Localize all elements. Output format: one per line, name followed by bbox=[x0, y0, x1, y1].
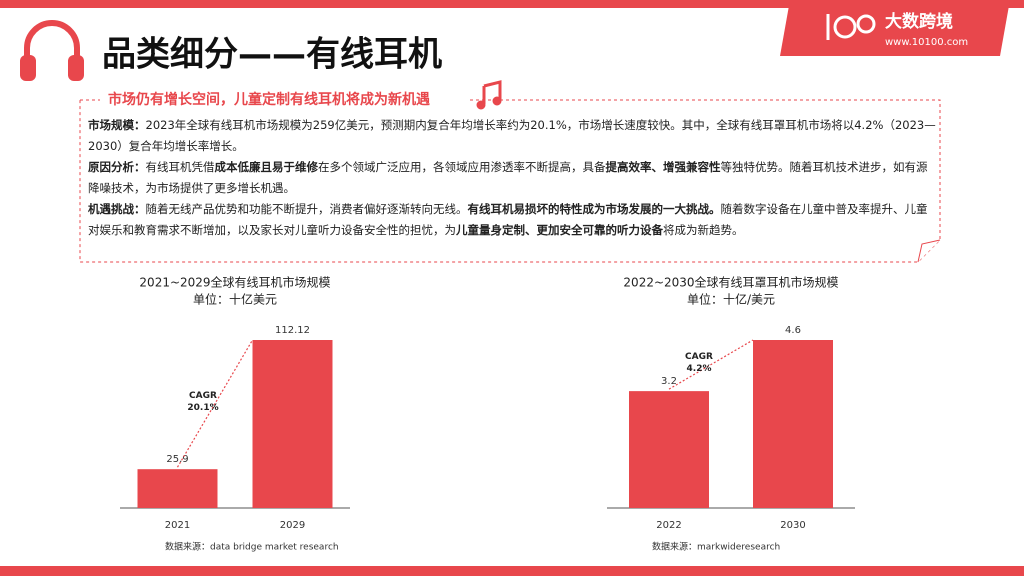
value-label: 112.12 bbox=[275, 325, 310, 336]
bottom-strip bbox=[0, 566, 1024, 576]
chart-title: 2022~2030全球有线耳罩耳机市场规模 bbox=[623, 275, 838, 290]
bar bbox=[137, 469, 218, 508]
top-strip bbox=[0, 0, 1024, 8]
annotation: 4.2% bbox=[687, 364, 712, 374]
brand-banner bbox=[780, 0, 1010, 56]
text-run: 在多个领域广泛应用，各领域应用渗透率不断提高，具备 bbox=[318, 160, 606, 174]
text-run: 有线耳机凭借 bbox=[145, 160, 215, 174]
callout-heading: 市场仍有增长空间，儿童定制有线耳机将成为新机遇 bbox=[108, 91, 430, 108]
page-title: 品类细分——有线耳机 bbox=[102, 35, 442, 75]
text-run: 随着无线产品优势和功能不断提升，消费者偏好逐渐转向无线。 bbox=[145, 202, 468, 216]
text-run: 成本低廉且易于维修 bbox=[214, 160, 319, 174]
annotation: CAGR bbox=[189, 391, 217, 401]
trend-line bbox=[668, 339, 754, 390]
brand-logo bbox=[826, 14, 876, 40]
brand-name: 大数跨境 bbox=[885, 11, 953, 32]
text-run: 2023年全球有线耳机市场规模为259亿美元，预测期内复合年均增长率约为20.1… bbox=[88, 118, 936, 153]
text-run: 市场规模： bbox=[88, 118, 146, 132]
annotation: CAGR bbox=[685, 352, 713, 362]
paragraph: 原因分析：有线耳机凭借成本低廉且易于维修在多个领域广泛应用，各领域应用渗透率不断… bbox=[88, 157, 936, 199]
brand-site: www.10100.com bbox=[885, 37, 968, 48]
text-run: 机遇挑战： bbox=[88, 202, 146, 216]
value-label: 4.6 bbox=[785, 325, 801, 336]
bar bbox=[629, 391, 709, 508]
value-label: 3.2 bbox=[661, 376, 677, 387]
headphone-icon bbox=[20, 20, 84, 81]
text-run: 有线耳机易损坏的特性成为市场发展的一大挑战。 bbox=[467, 202, 721, 216]
bar bbox=[753, 340, 833, 508]
x-tick-label: 2021 bbox=[165, 520, 190, 531]
chart-subtitle: 单位：十亿/美元 bbox=[687, 292, 775, 307]
bar bbox=[252, 340, 333, 508]
x-tick-label: 2030 bbox=[780, 520, 805, 531]
text-run: 原因分析： bbox=[88, 160, 146, 174]
x-tick-label: 2022 bbox=[656, 520, 681, 531]
callout-body: 市场规模：2023年全球有线耳机市场规模为259亿美元，预测期内复合年均增长率约… bbox=[88, 115, 936, 241]
source-note: 数据来源：markwideresearch bbox=[652, 541, 780, 553]
source-note: 数据来源：data bridge market research bbox=[165, 541, 339, 553]
trend-line bbox=[176, 339, 254, 468]
text-run: 提高效率、增强兼容性 bbox=[605, 160, 721, 174]
annotation: 20.1% bbox=[187, 403, 218, 413]
heading-bg bbox=[100, 90, 470, 110]
text-run: 随着数字设备在儿童中普及率提升、儿童对娱乐和教育需求不断增加，以及家长对儿童听力… bbox=[88, 202, 928, 237]
text-run: 将成为新趋势。 bbox=[663, 223, 744, 237]
text-run: 儿童量身定制、更加安全可靠的听力设备 bbox=[456, 223, 663, 237]
text-run: 等独特优势。随着耳机技术进步，如有源降噪技术，为市场提供了更多增长机遇。 bbox=[88, 160, 928, 195]
value-label: 25.9 bbox=[166, 454, 188, 465]
x-tick-label: 2029 bbox=[280, 520, 305, 531]
chart-title: 2021~2029全球有线耳机市场规模 bbox=[139, 275, 330, 290]
callout-fold bbox=[917, 239, 941, 263]
paragraph: 市场规模：2023年全球有线耳机市场规模为259亿美元，预测期内复合年均增长率约… bbox=[88, 115, 936, 157]
music-icon bbox=[476, 80, 502, 110]
chart-subtitle: 单位：十亿美元 bbox=[193, 292, 277, 307]
paragraph: 机遇挑战：随着无线产品优势和功能不断提升，消费者偏好逐渐转向无线。有线耳机易损坏… bbox=[88, 199, 936, 241]
